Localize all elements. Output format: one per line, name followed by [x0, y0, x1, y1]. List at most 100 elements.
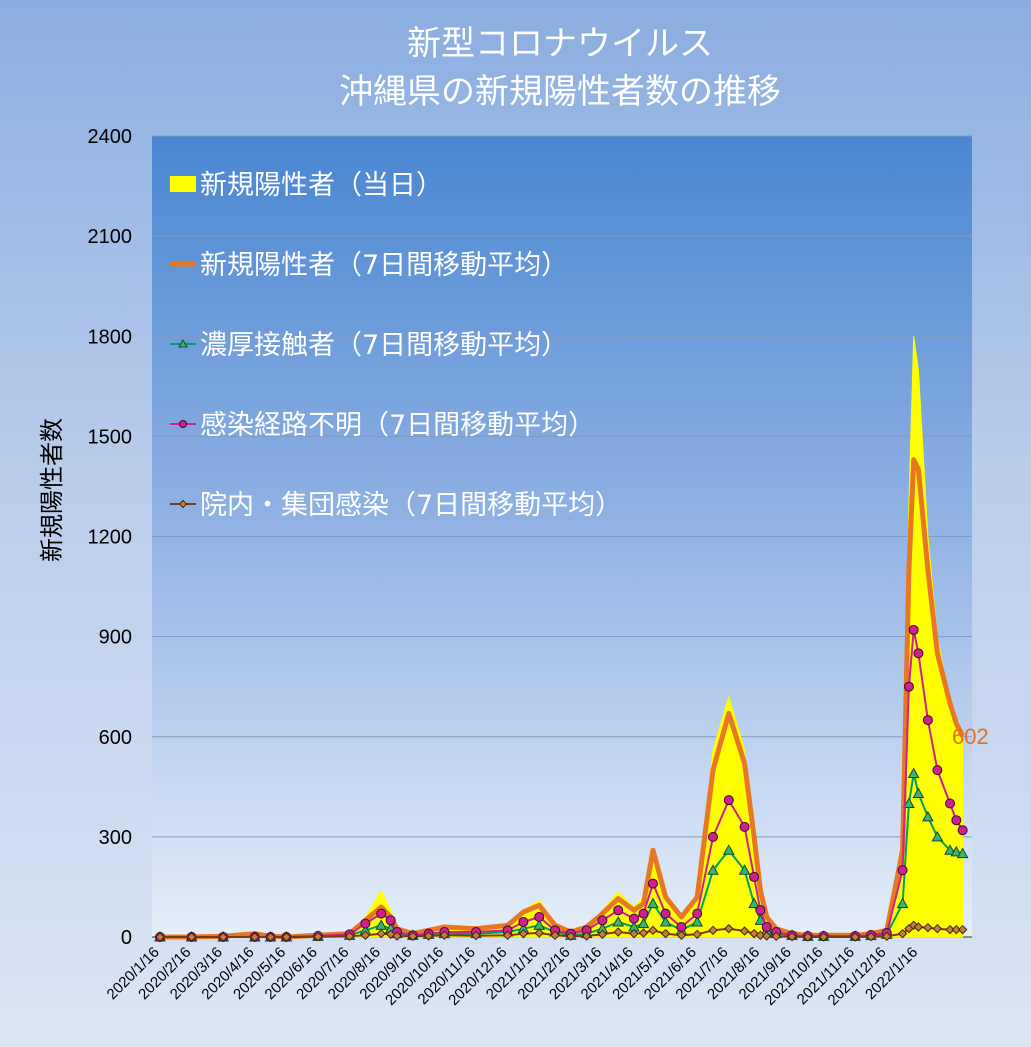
chart-title-line2: 沖縄県の新規陽性者数の推移 — [339, 72, 781, 112]
data-point — [708, 831, 718, 842]
data-point — [660, 928, 671, 939]
y-axis-ticks: 0 300 600 900 1200 1500 1800 2100 2400 — [88, 126, 133, 949]
data-point — [748, 897, 760, 909]
y-tick-label: 300 — [99, 827, 132, 849]
data-point — [218, 932, 228, 942]
y-tick-label: 1200 — [88, 527, 133, 549]
data-point — [250, 932, 260, 942]
data-point — [818, 932, 829, 942]
legend-label: 新規陽性者（当日） — [200, 170, 443, 201]
data-point — [755, 930, 766, 941]
data-point — [957, 825, 968, 836]
series-line-1 — [160, 457, 965, 940]
legend-label: 新規陽性者（7日間移動平均） — [200, 250, 568, 281]
data-point — [951, 924, 962, 935]
data-point — [754, 914, 767, 925]
y-axis-label: 新規陽性者数 — [38, 418, 66, 562]
data-point — [360, 930, 371, 941]
data-point — [637, 917, 650, 929]
data-point — [660, 908, 671, 919]
data-point — [676, 930, 687, 941]
data-point — [360, 918, 371, 929]
data-point — [956, 847, 969, 859]
data-point — [951, 815, 962, 826]
data-point — [908, 624, 919, 635]
data-point — [265, 932, 276, 942]
data-point — [907, 767, 920, 778]
data-point — [550, 930, 560, 941]
legend-swatch — [170, 176, 196, 192]
data-point — [376, 928, 386, 939]
data-point — [659, 915, 672, 927]
data-point — [376, 908, 387, 919]
data-point — [931, 830, 944, 842]
data-point — [723, 795, 734, 806]
data-point — [739, 821, 750, 832]
data-point — [408, 931, 418, 942]
data-point — [423, 931, 434, 941]
data-point — [771, 931, 781, 942]
y-tick-label: 600 — [99, 727, 132, 749]
data-point — [518, 928, 529, 939]
data-point — [913, 648, 924, 659]
data-point — [897, 928, 908, 939]
y-tick-label: 1500 — [88, 426, 133, 448]
data-point — [722, 844, 735, 855]
data-point — [392, 931, 402, 941]
y-tick-label: 2400 — [88, 126, 133, 148]
data-point — [850, 932, 860, 942]
data-point — [612, 915, 625, 927]
data-point — [676, 921, 687, 932]
data-point — [613, 905, 624, 916]
data-point — [692, 929, 702, 940]
data-point — [755, 905, 766, 916]
data-point — [707, 864, 719, 875]
legend-marker — [178, 338, 188, 348]
y-tick-label: 2100 — [88, 226, 133, 248]
data-point — [313, 931, 323, 942]
legend-label: 院内・集団感染（7日間移動平均） — [200, 490, 622, 521]
data-point — [648, 925, 658, 936]
data-point — [518, 916, 529, 927]
data-point — [903, 797, 915, 808]
data-point — [534, 911, 545, 922]
data-point — [945, 798, 955, 809]
data-point — [691, 915, 704, 927]
data-point — [613, 927, 623, 937]
data-point — [896, 897, 909, 909]
data-point — [913, 922, 924, 932]
data-point — [903, 681, 914, 692]
data-point — [724, 923, 734, 934]
data-point — [739, 926, 750, 936]
legend: 新規陽性者（当日） 新規陽性者（7日間移動平均） 濃厚接触者（7日間移動平均） 感染経… — [170, 170, 622, 521]
data-point — [581, 931, 592, 941]
x-axis-ticks: 2020/1/162020/2/162020/3/162020/4/162020… — [104, 944, 922, 1009]
data-point — [566, 931, 576, 942]
data-point — [923, 922, 933, 933]
data-point — [787, 931, 797, 942]
data-point — [597, 915, 608, 926]
data-point — [944, 844, 956, 855]
data-point — [803, 932, 813, 942]
data-point — [922, 715, 933, 726]
data-point — [385, 915, 396, 926]
data-point — [922, 810, 934, 822]
data-point — [882, 931, 892, 942]
data-point — [762, 931, 772, 941]
data-point — [471, 930, 481, 941]
data-point — [950, 845, 963, 857]
chart-title-line1: 新型コロナウイルス — [407, 24, 713, 64]
data-point — [761, 921, 772, 932]
data-point — [945, 924, 955, 935]
data-point — [629, 913, 639, 924]
y-tick-label: 0 — [121, 927, 132, 949]
data-point — [629, 928, 639, 939]
y-tick-label: 1800 — [88, 326, 133, 348]
data-point — [186, 932, 197, 942]
data-point — [897, 865, 908, 876]
legend-label: 感染経路不明（7日間移動平均） — [200, 410, 595, 441]
data-point — [932, 923, 943, 934]
data-point — [692, 908, 703, 919]
data-point — [502, 930, 513, 941]
